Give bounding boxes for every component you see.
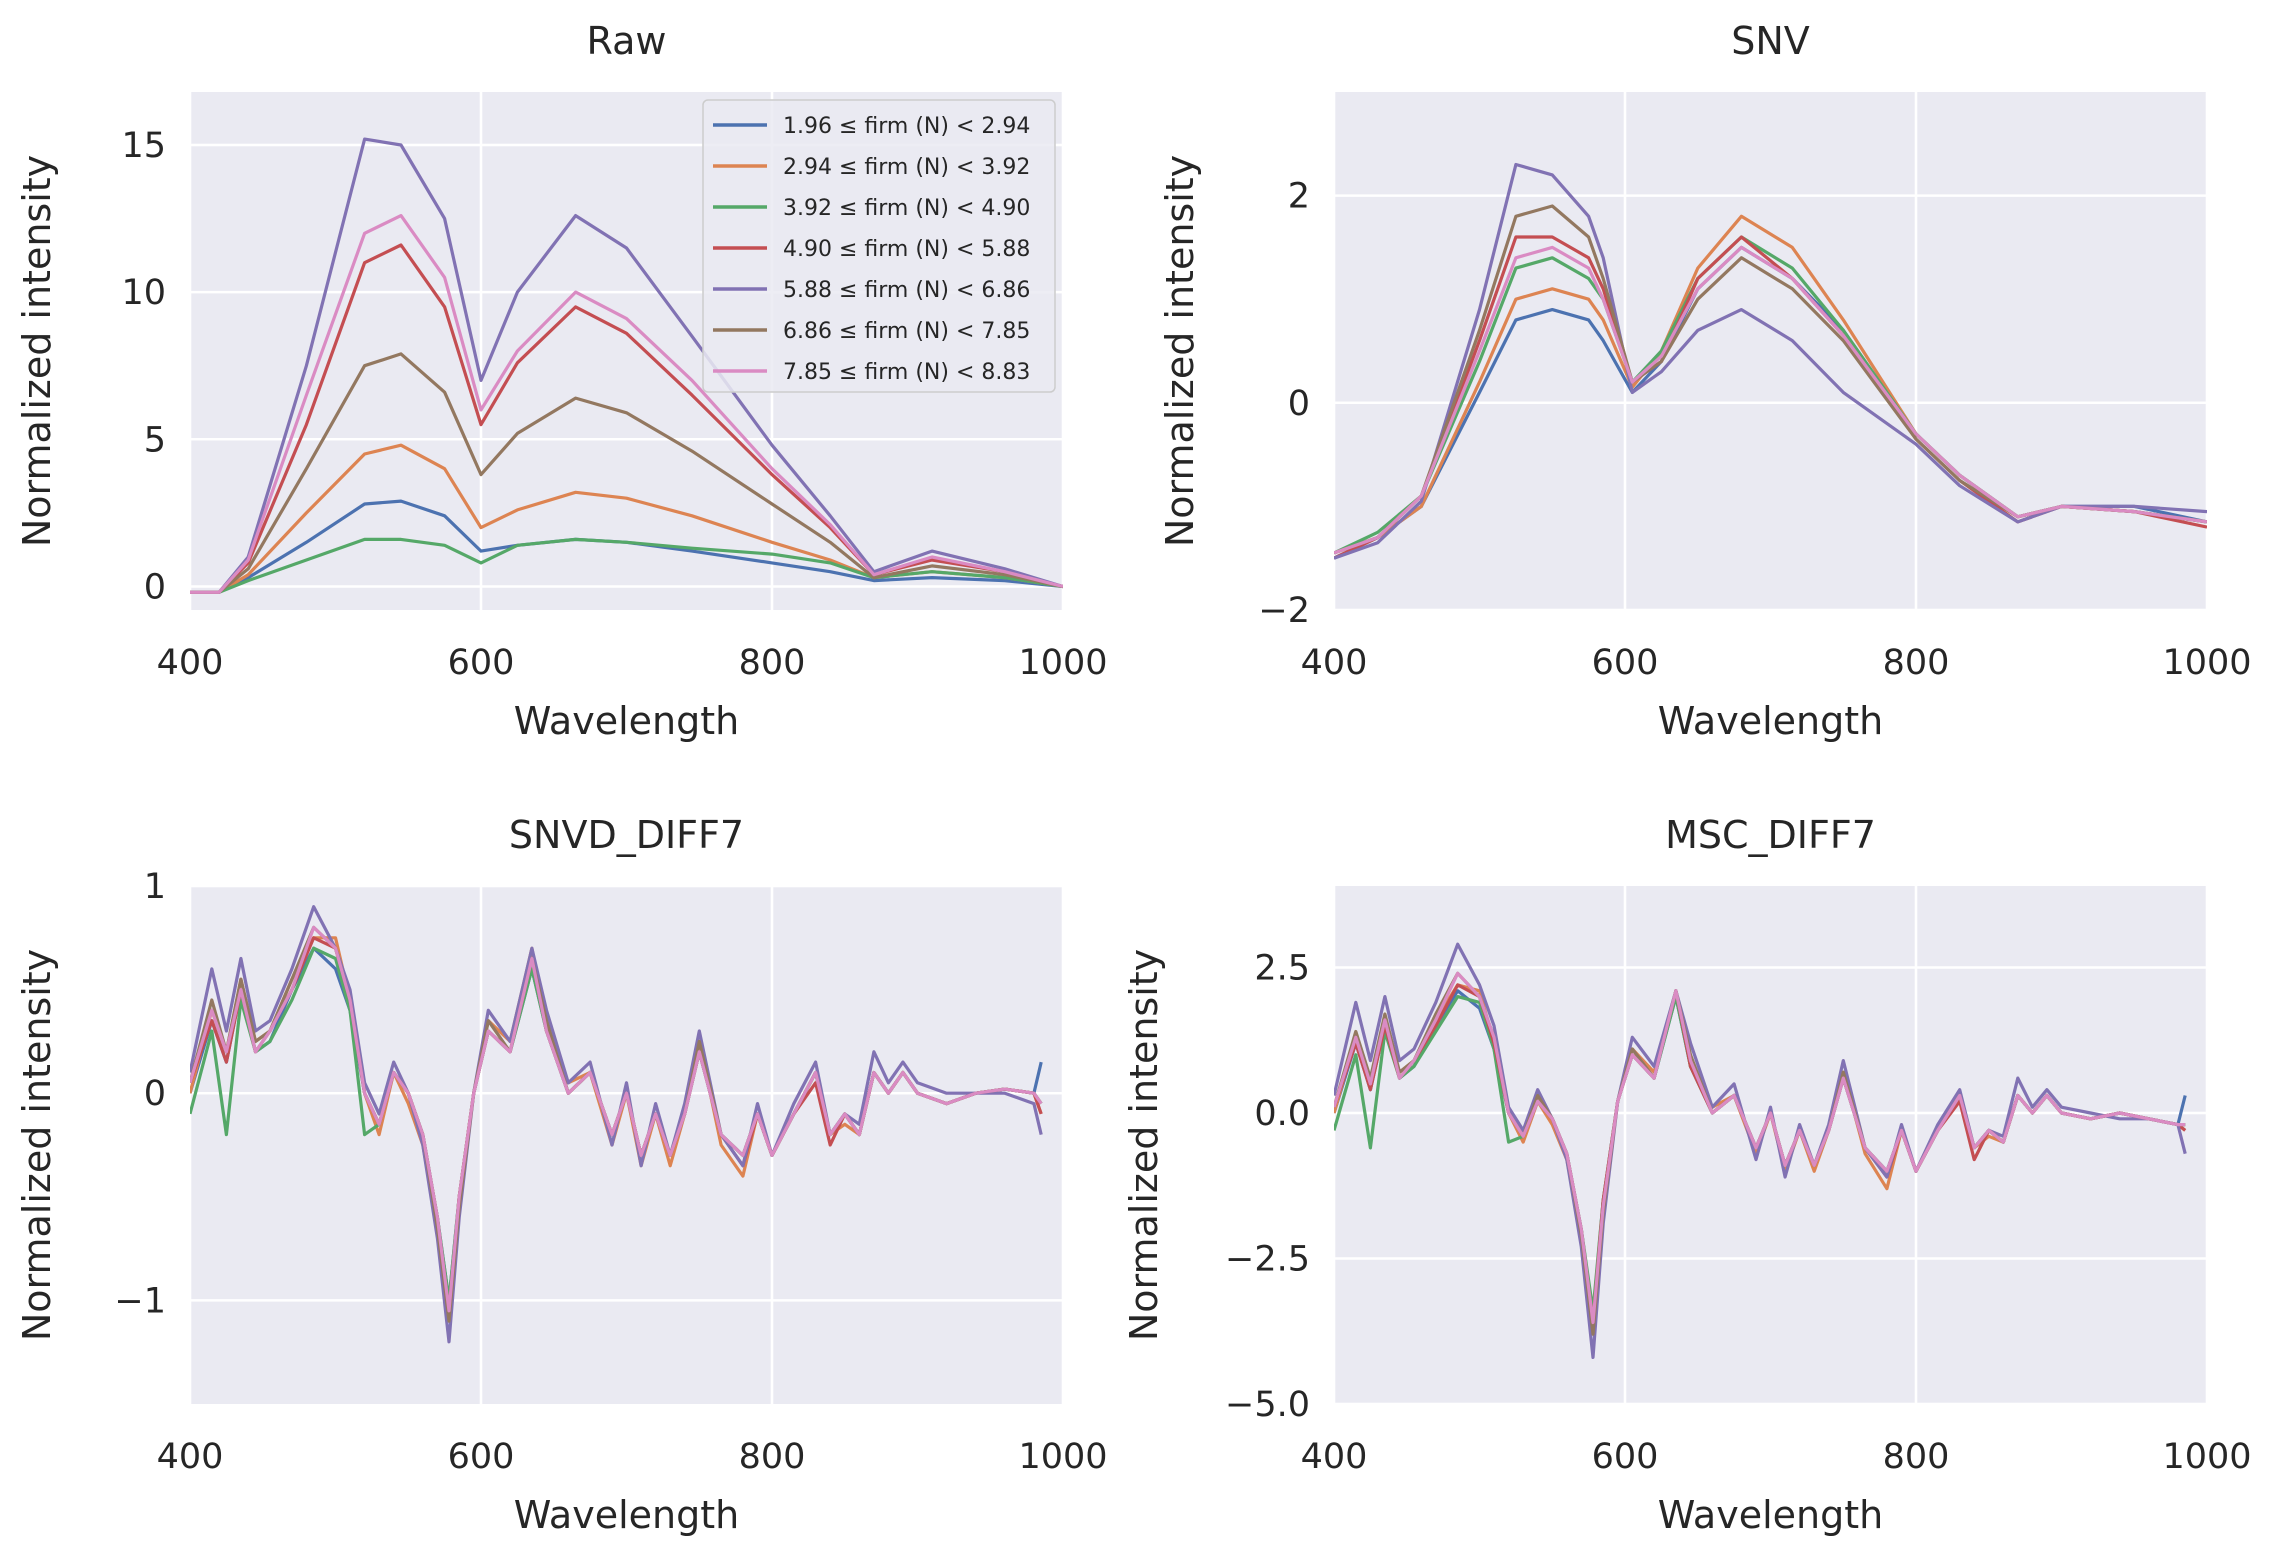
series-line bbox=[1334, 971, 2186, 1325]
x-tick-label: 600 bbox=[448, 1437, 515, 1477]
x-tick-label: 1000 bbox=[1018, 643, 1107, 683]
series-line bbox=[190, 137, 1063, 594]
legend: 1.96 ≤ firm (N) < 2.94 2.94 ≤ firm (N) < … bbox=[702, 99, 1056, 393]
x-tick-label: 400 bbox=[1301, 643, 1368, 683]
y-tick-label: 1 bbox=[144, 867, 166, 907]
x-tick-label: 1000 bbox=[2162, 643, 2251, 683]
series-line bbox=[190, 352, 1063, 594]
y-tick-label: 5 bbox=[144, 420, 166, 460]
x-tick-label: 400 bbox=[1301, 1437, 1368, 1477]
series-group bbox=[1334, 162, 2207, 560]
y-tick-label: −1 bbox=[114, 1281, 166, 1321]
y-tick-label: 0 bbox=[144, 567, 166, 607]
legend-label: 4.90 ≤ firm (N) < 5.88 bbox=[783, 237, 1030, 262]
plot-area bbox=[190, 886, 1063, 1404]
legend-label: 5.88 ≤ firm (N) < 6.86 bbox=[783, 278, 1030, 303]
subplot-2: 400 600 800 1000 −2 0 2 SNV Wavelength Normalized… bbox=[1158, 19, 2252, 743]
subplot-title: SNVD_DIFF7 bbox=[509, 813, 744, 857]
y-tick-label: 0 bbox=[144, 1074, 166, 1114]
series-line bbox=[190, 214, 1063, 594]
y-axis-label: Normalized intensity bbox=[1122, 949, 1166, 1341]
legend-label: 6.86 ≤ firm (N) < 7.85 bbox=[783, 319, 1030, 344]
x-tick-label: 800 bbox=[1883, 1437, 1950, 1477]
series-line bbox=[1334, 245, 2207, 555]
y-tick-label: 2 bbox=[1288, 177, 1310, 217]
legend-label: 2.94 ≤ firm (N) < 3.92 bbox=[783, 155, 1030, 180]
subplot-title: SNV bbox=[1731, 19, 1810, 63]
plot-area bbox=[1334, 92, 2207, 610]
y-axis-label: Normalized intensity bbox=[1158, 155, 1202, 547]
x-axis-label: Wavelength bbox=[514, 1493, 739, 1537]
x-tick-label: 800 bbox=[1883, 643, 1950, 683]
plot-area bbox=[1334, 886, 2207, 1404]
series-group bbox=[190, 137, 1063, 594]
y-axis-label: Normalized intensity bbox=[15, 155, 59, 547]
legend-label: 3.92 ≤ firm (N) < 4.90 bbox=[783, 196, 1030, 221]
legend-frame bbox=[702, 99, 1056, 393]
subplot-4: 400 600 800 1000 −5.0 −2.5 0.0 2.5 MSC_DIFF7 Wave… bbox=[1122, 813, 2252, 1537]
x-tick-label: 800 bbox=[739, 1437, 806, 1477]
x-tick-label: 800 bbox=[739, 643, 806, 683]
legend-label: 1.96 ≤ firm (N) < 2.94 bbox=[783, 114, 1030, 139]
subplot-1: 400 600 800 1000 0 5 10 15 Raw Wavelength Normaliz… bbox=[15, 19, 1108, 743]
y-tick-label: −2 bbox=[1258, 591, 1310, 631]
series-line bbox=[190, 925, 1043, 1313]
subplot-title: Raw bbox=[587, 19, 667, 63]
y-tick-label: 0 bbox=[1288, 384, 1310, 424]
subplot-title: MSC_DIFF7 bbox=[1665, 813, 1876, 857]
legend-label: 7.85 ≤ firm (N) < 8.83 bbox=[783, 360, 1030, 385]
subplot-3: 400 600 800 1000 −1 0 1 SNVD_DIFF7 Wavelength Nor… bbox=[15, 813, 1108, 1537]
y-tick-label: −2.5 bbox=[1225, 1239, 1310, 1279]
x-tick-label: 400 bbox=[157, 1437, 224, 1477]
x-tick-label: 600 bbox=[448, 643, 515, 683]
x-axis-label: Wavelength bbox=[1658, 699, 1883, 743]
y-tick-label: 0.0 bbox=[1254, 1094, 1310, 1134]
series-line bbox=[1334, 162, 2207, 560]
x-axis-label: Wavelength bbox=[1658, 1493, 1883, 1537]
y-tick-label: 15 bbox=[121, 126, 166, 166]
y-axis-label: Normalized intensity bbox=[15, 949, 59, 1341]
x-tick-label: 600 bbox=[1592, 643, 1659, 683]
x-axis-label: Wavelength bbox=[514, 699, 739, 743]
y-tick-label: −5.0 bbox=[1225, 1385, 1310, 1425]
y-tick-label: 10 bbox=[121, 273, 166, 313]
x-tick-label: 1000 bbox=[1018, 1437, 1107, 1477]
x-tick-label: 400 bbox=[157, 643, 224, 683]
x-tick-label: 600 bbox=[1592, 1437, 1659, 1477]
y-tick-label: 2.5 bbox=[1254, 948, 1310, 988]
series-group bbox=[1334, 942, 2187, 1360]
x-tick-label: 1000 bbox=[2162, 1437, 2251, 1477]
series-group bbox=[190, 905, 1043, 1344]
